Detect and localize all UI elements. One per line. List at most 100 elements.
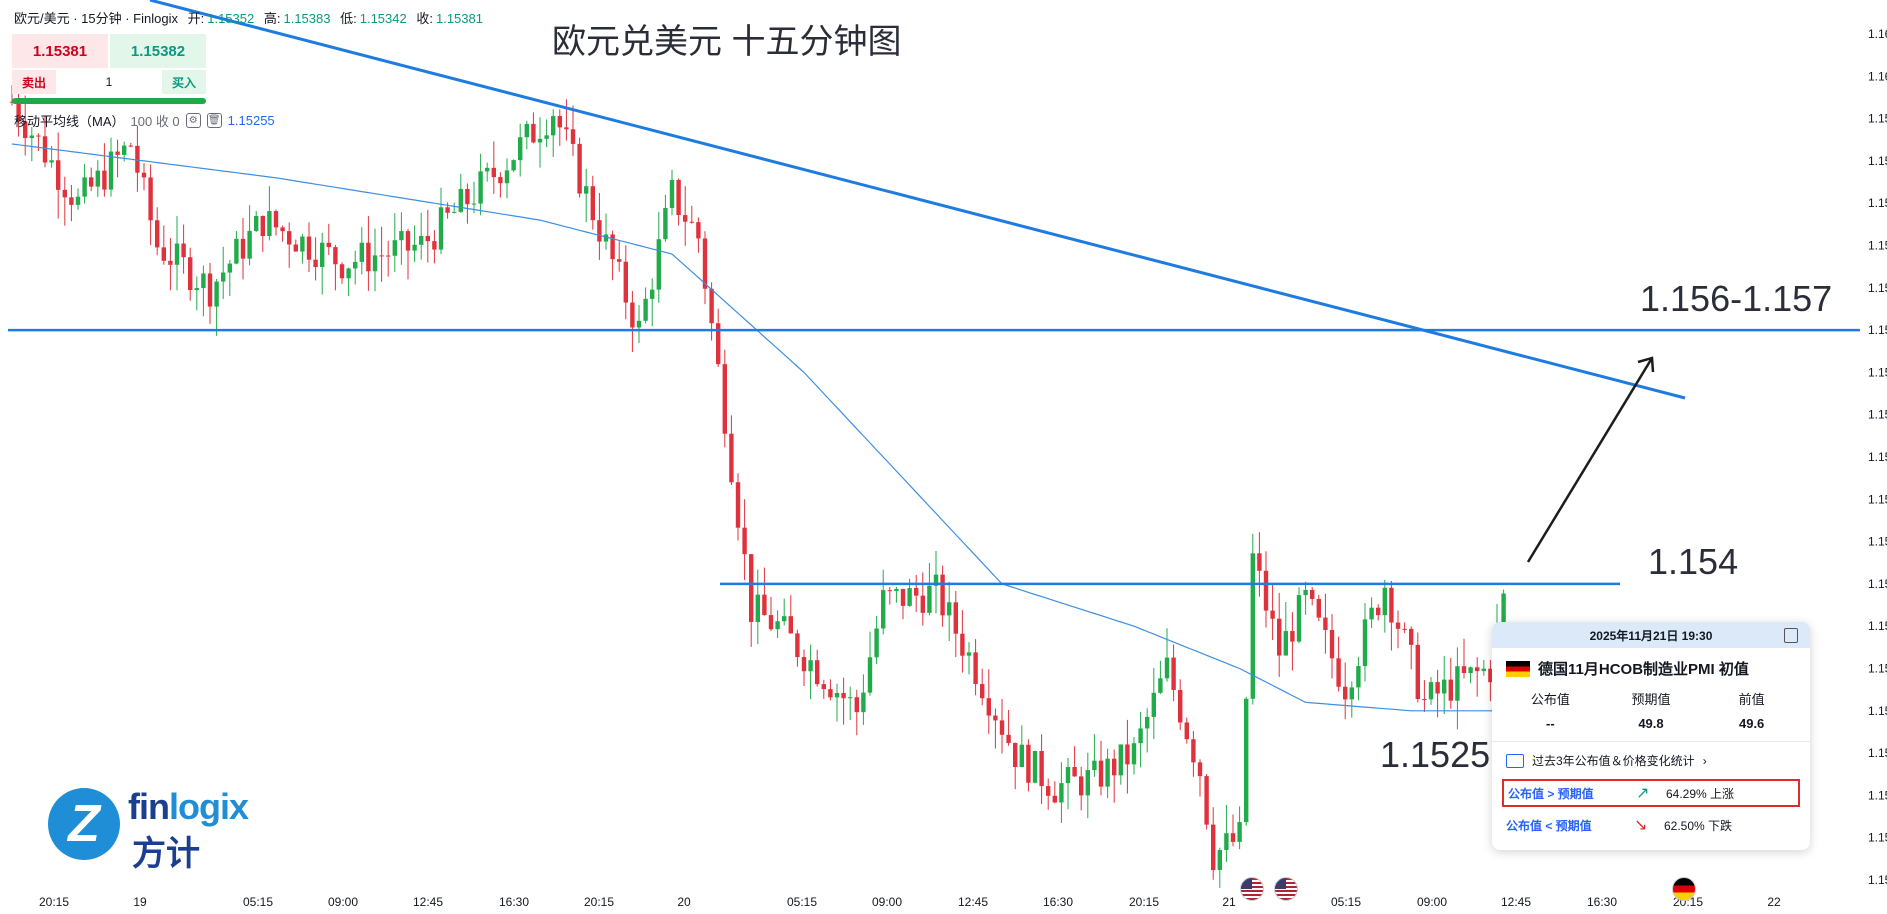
close-label: 收: <box>416 11 433 26</box>
candle-body <box>201 273 206 289</box>
candle-body <box>590 186 595 221</box>
x-tick-label: 16:30 <box>499 895 529 909</box>
event-datetime: 2025年11月21日 19:30 <box>1589 628 1713 643</box>
candle-body <box>1336 658 1341 687</box>
indicator-legend[interactable]: 移动平均线（MA） 100 收 0 ⚙ 🗑 1.15255 <box>14 111 275 130</box>
trash-icon[interactable]: 🗑 <box>206 113 222 128</box>
candle-body <box>194 288 199 291</box>
candle-body <box>1343 686 1348 700</box>
candle-body <box>762 594 767 616</box>
candle-body <box>1461 666 1467 674</box>
candle-body <box>544 135 549 139</box>
candle-body <box>1475 667 1480 672</box>
gear-icon[interactable]: ⚙ <box>185 113 201 128</box>
indicator-params: 100 收 0 <box>130 114 180 129</box>
candle-body <box>280 227 285 232</box>
x-tick-label: 16:30 <box>1587 895 1617 909</box>
candle-body <box>148 177 153 221</box>
candle-body <box>1257 553 1262 571</box>
candle-body <box>518 137 523 161</box>
candle-body <box>742 527 747 555</box>
candle-body <box>1151 692 1156 717</box>
candle-body <box>102 170 107 190</box>
x-tick-label: 09:00 <box>328 895 358 909</box>
us-flag-event-icon[interactable] <box>1240 877 1264 901</box>
candle-body <box>1059 783 1064 803</box>
y-tick-label: 1.15450 <box>1868 535 1887 549</box>
x-tick-label: 12:45 <box>413 895 443 909</box>
candle-body <box>808 660 813 672</box>
economic-event-card: 2025年11月21日 19:30 德国11月HCOB制造业PMI 初值 公布值… <box>1492 622 1810 850</box>
candle-body <box>95 170 100 187</box>
candle-body <box>16 102 21 122</box>
candle-body <box>795 633 800 658</box>
de-flag-event-icon[interactable] <box>1672 877 1696 901</box>
candle-body <box>801 657 807 672</box>
candle-body <box>1488 668 1493 683</box>
close-value: 1.15381 <box>435 11 483 26</box>
candle-body <box>207 273 213 307</box>
candle-body <box>478 171 483 204</box>
forecast-label: 预期值 <box>1631 692 1671 707</box>
candle-body <box>1481 668 1486 672</box>
candle-body <box>1026 744 1031 783</box>
candle-body <box>346 268 351 279</box>
candle-body <box>379 255 384 257</box>
candle-body <box>1105 758 1110 787</box>
projection-arrow-head <box>1637 356 1655 373</box>
order-row: 卖出 1 买入 <box>12 70 206 94</box>
x-tick-label: 12:45 <box>958 895 988 909</box>
candle-body <box>993 715 998 721</box>
stat-row-below: 公布值 < 预期值 ↘ 62.50% 下跌 <box>1502 813 1800 837</box>
candle-body <box>359 242 364 262</box>
sell-price-button[interactable]: 1.15381 <box>12 34 108 68</box>
candle-body <box>722 364 727 434</box>
quantity-input[interactable]: 1 <box>56 70 162 94</box>
candle-body <box>966 652 972 656</box>
candle-body <box>900 588 906 606</box>
candle-body <box>1125 744 1130 765</box>
candle-body <box>894 588 899 592</box>
high-value: 1.15383 <box>283 11 331 26</box>
logo-name: finlogix <box>128 786 249 828</box>
candle-body <box>1362 619 1368 667</box>
candle-body <box>122 145 127 155</box>
candle-body <box>1197 762 1203 777</box>
candle-body <box>174 243 180 265</box>
y-tick-label: 1.15350 <box>1868 619 1887 633</box>
candle-body <box>854 697 859 713</box>
trend-up-icon: ↗ <box>1636 785 1650 802</box>
candle-body <box>69 197 74 205</box>
candle-body <box>577 143 582 194</box>
chevron-right-icon: › <box>1702 753 1707 768</box>
candle-body <box>1191 739 1196 763</box>
resistance-annotation: 1.154 <box>1648 541 1739 582</box>
candle-body <box>333 247 338 265</box>
buy-price-button[interactable]: 1.15382 <box>110 34 206 68</box>
indicator-name: 移动平均线（MA） <box>14 114 125 129</box>
candle-body <box>834 692 840 698</box>
candle-body <box>135 145 140 173</box>
candle-body <box>683 215 688 222</box>
candle-body <box>1501 593 1506 627</box>
candle-body <box>1409 628 1414 645</box>
candle-body <box>1402 628 1407 630</box>
candle-body <box>412 244 417 251</box>
candle-body <box>1230 833 1236 842</box>
candle-body <box>656 239 661 290</box>
buy-button[interactable]: 买入 <box>162 70 206 94</box>
candle-body <box>907 588 912 606</box>
x-axis: 20:15 19 05:15 09:00 12:45 16:30 20:15 20 05:15 0… <box>39 895 1781 909</box>
candle-body <box>788 616 793 634</box>
stats-link[interactable]: 过去3年公布值＆价格变化统计 › <box>1492 742 1810 779</box>
clipboard-icon[interactable] <box>1784 628 1798 643</box>
us-flag-event-icon[interactable] <box>1274 877 1298 901</box>
indicator-value: 1.15255 <box>227 113 275 128</box>
candle-body <box>1211 824 1216 871</box>
candle-body <box>49 160 54 163</box>
candle-body <box>339 264 345 279</box>
candle-body <box>696 222 701 239</box>
sell-button[interactable]: 卖出 <box>12 70 56 94</box>
candle-body <box>260 215 265 237</box>
